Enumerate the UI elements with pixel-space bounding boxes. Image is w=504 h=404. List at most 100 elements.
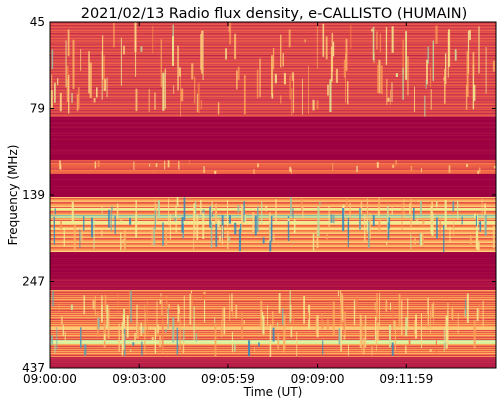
spectrogram-streak — [379, 292, 380, 328]
spectrogram-streak — [457, 312, 459, 334]
spectrogram-streak — [476, 214, 478, 237]
spectrogram-row — [50, 111, 496, 113]
spectrogram-row — [50, 118, 496, 120]
spectrogram-streak — [165, 230, 168, 247]
spectrogram-streak — [194, 226, 196, 238]
spectrogram-streak — [290, 326, 293, 338]
spectrogram-streak — [302, 78, 303, 115]
spectrogram-streak — [189, 293, 192, 325]
spectrogram-streak — [473, 319, 476, 349]
spectrogram-row — [50, 358, 496, 360]
spectrogram-streak — [448, 165, 451, 173]
spectrogram-row — [50, 177, 496, 179]
spectrogram-row — [50, 30, 496, 32]
spectrogram-row — [50, 205, 496, 207]
spectrogram-row — [50, 149, 496, 151]
spectrogram-streak — [420, 233, 423, 246]
spectrogram-streak — [479, 167, 481, 173]
spectrogram-streak — [454, 49, 457, 61]
spectrogram-streak — [316, 227, 319, 248]
spectrogram-row — [50, 113, 496, 115]
spectrogram-row — [50, 356, 496, 358]
spectrogram-streak — [135, 40, 137, 77]
spectrogram-streak — [168, 198, 170, 226]
spectrogram-streak — [418, 199, 420, 203]
spectrogram-streak — [252, 212, 255, 232]
spectrogram-streak — [287, 216, 290, 241]
spectrogram-streak — [391, 207, 393, 215]
spectrogram-streak — [348, 344, 349, 356]
spectrogram-streak — [322, 340, 324, 355]
spectrogram-streak — [493, 165, 496, 169]
spectrogram-row — [50, 23, 496, 25]
spectrogram-streak — [238, 228, 241, 252]
spectrogram-row — [50, 291, 496, 293]
spectrogram-row — [50, 290, 496, 292]
spectrogram-row — [50, 286, 496, 288]
spectrogram-row — [50, 109, 496, 111]
spectrogram-streak — [120, 232, 122, 251]
spectrogram-row — [50, 174, 496, 176]
spectrogram-streak — [243, 320, 245, 324]
spectrogram-streak — [137, 323, 140, 339]
spectrogram-streak — [123, 308, 125, 323]
spectrogram-streak — [123, 230, 126, 250]
spectrogram-row — [50, 116, 496, 118]
spectrogram-streak — [469, 235, 472, 245]
spectrogram-row — [50, 115, 496, 117]
spectrogram-streak — [103, 334, 106, 341]
spectrogram-streak — [422, 220, 425, 226]
spectrogram-row — [50, 218, 496, 220]
spectrogram-row — [50, 278, 496, 280]
spectrogram-streak — [181, 217, 184, 233]
spectrogram-row — [50, 103, 496, 105]
spectrogram-row — [50, 142, 496, 144]
spectrogram-streak — [234, 33, 237, 60]
spectrogram-streak — [405, 31, 407, 80]
spectrogram-row — [50, 146, 496, 148]
spectrogram-streak — [180, 67, 181, 117]
spectrogram-row — [50, 301, 496, 303]
spectrogram-streak — [427, 46, 429, 64]
x-tick-label: 09:11:59 — [379, 372, 433, 386]
spectrogram-row — [50, 188, 496, 190]
spectrogram-row — [50, 349, 496, 351]
spectrogram-streak — [427, 297, 429, 326]
spectrogram-row — [50, 31, 496, 33]
spectrogram-streak — [356, 294, 359, 309]
spectrogram-streak — [162, 222, 164, 246]
spectrogram-streak — [293, 219, 296, 234]
spectrogram-streak — [80, 232, 82, 241]
y-tick-label: 45 — [30, 15, 45, 29]
spectrogram-streak — [67, 29, 70, 57]
spectrogram-row — [50, 342, 496, 344]
spectrogram-streak — [413, 238, 416, 245]
spectrogram-row — [50, 141, 496, 143]
spectrogram-streak — [335, 68, 338, 83]
spectrogram-row — [50, 129, 496, 131]
spectrogram-row — [50, 351, 496, 353]
spectrogram-streak — [172, 317, 175, 343]
spectrogram-streak — [379, 33, 382, 53]
spectrogram-streak — [149, 163, 151, 167]
spectrogram-row — [50, 197, 496, 199]
spectrogram-streak — [142, 326, 144, 333]
spectrogram-row — [50, 302, 496, 304]
spectrogram-row — [50, 126, 496, 128]
spectrogram-row — [50, 124, 496, 126]
spectrogram-streak — [271, 93, 274, 99]
spectrogram-streak — [360, 202, 363, 215]
spectrogram-streak — [366, 219, 369, 232]
spectrogram-streak — [259, 58, 261, 98]
spectrogram-row — [50, 99, 496, 101]
spectrogram-streak — [175, 206, 177, 233]
spectrogram-streak — [160, 293, 162, 297]
plot-area — [49, 21, 497, 369]
spectrogram-streak — [66, 66, 69, 80]
spectrogram-streak — [316, 315, 319, 338]
spectrogram-streak — [151, 226, 153, 246]
spectrogram-streak — [167, 160, 170, 168]
spectrogram-streak — [176, 197, 179, 207]
spectrogram-streak — [111, 206, 113, 211]
spectrogram-row — [50, 147, 496, 149]
